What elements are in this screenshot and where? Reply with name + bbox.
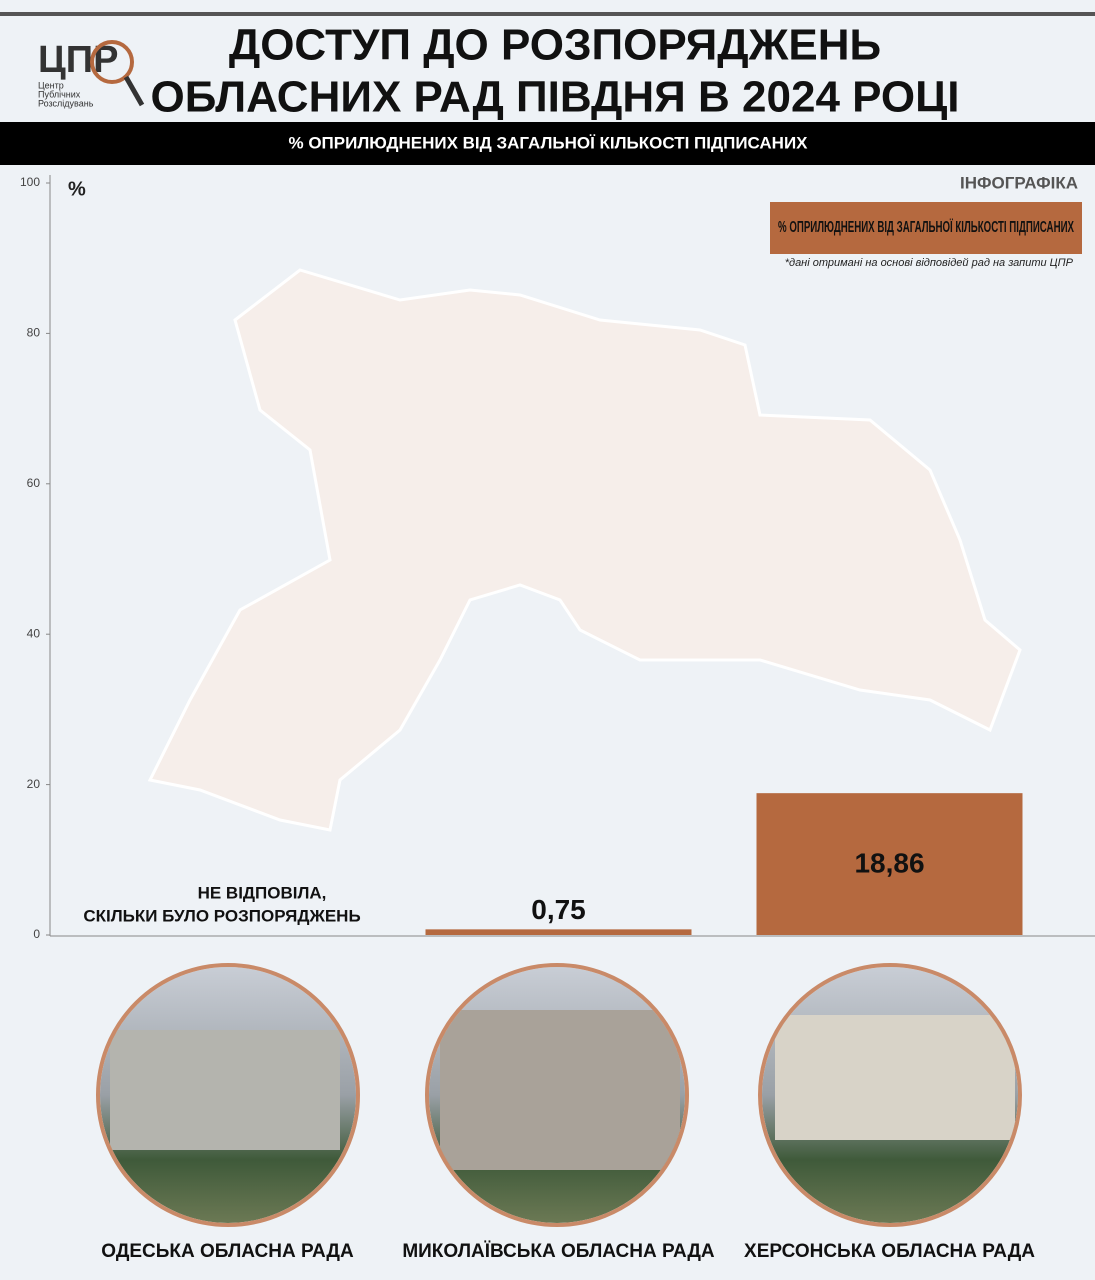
annotation: НЕ ВІДПОВІЛА, — [198, 883, 327, 902]
chart-title: ДОСТУП ДО РОЗПОРЯДЖЕНЬ — [229, 21, 881, 70]
y-tick-label: 100 — [20, 175, 40, 189]
top-rule — [0, 12, 1095, 16]
photo-frame — [96, 963, 360, 1227]
value-label: 18,86 — [854, 848, 924, 879]
x-tick-label: ХЕРСОНСЬКА ОБЛАСНА РАДА — [744, 1241, 1035, 1262]
x-tick-label: МИКОЛАЇВСЬКА ОБЛАСНА РАДА — [402, 1241, 715, 1262]
logo-lens — [90, 40, 134, 84]
logo-mark: ЦПР — [38, 39, 118, 81]
bar — [756, 793, 1023, 935]
logo-handle — [123, 75, 145, 107]
annotation: СКІЛЬКИ БУЛО РОЗПОРЯДЖЕНЬ — [83, 906, 360, 925]
logo-name: Публічних — [38, 89, 81, 99]
bar — [425, 929, 692, 935]
logo-name: Розслідувань — [38, 98, 94, 108]
note: *дані отримані на основі відповідей рад … — [785, 257, 1074, 269]
photo — [762, 967, 1018, 1223]
map-decoration — [147, 268, 1022, 832]
chart-title: ОБЛАСНИХ РАД ПІВДНЯ В 2024 РОЦІ — [151, 73, 960, 122]
infographic-label: ІНФОГРАФІКА — [960, 173, 1078, 192]
photo — [100, 967, 356, 1223]
photo-frame — [758, 963, 1022, 1227]
subtitle-band — [0, 122, 1095, 165]
value-label: 0,75 — [531, 894, 586, 925]
y-tick-label: 0 — [33, 927, 40, 941]
photo-frame — [425, 963, 689, 1227]
y-tick-label: 20 — [27, 777, 41, 791]
y-unit: % — [68, 178, 86, 200]
y-tick-label: 80 — [27, 326, 41, 340]
logo-name: Центр — [38, 80, 64, 90]
legend-label: % ОПРИЛЮДНЕНИХ ВІД ЗАГАЛЬНОЇ КІЛЬКОСТІ П… — [778, 218, 1074, 236]
legend-swatch — [770, 202, 1082, 254]
y-tick-label: 40 — [27, 626, 41, 640]
subtitle: % ОПРИЛЮДНЕНИХ ВІД ЗАГАЛЬНОЇ КІЛЬКОСТІ П… — [288, 133, 808, 152]
photo — [429, 967, 685, 1223]
y-tick-label: 60 — [27, 476, 41, 490]
x-tick-label: ОДЕСЬКА ОБЛАСНА РАДА — [101, 1241, 354, 1262]
